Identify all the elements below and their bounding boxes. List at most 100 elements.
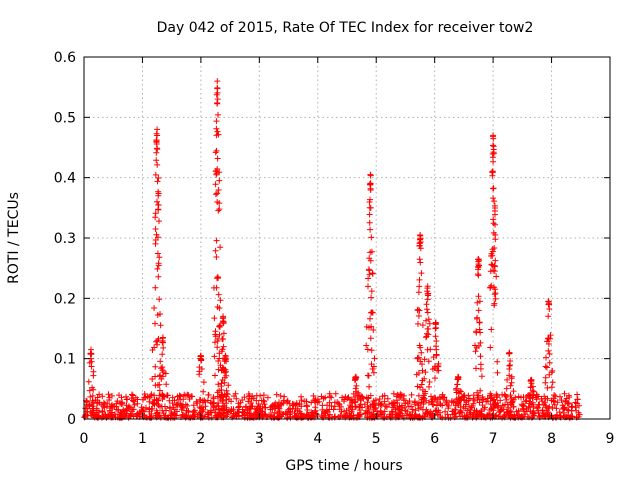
- data-point: [362, 410, 369, 417]
- data-point: [89, 384, 96, 391]
- data-point: [108, 411, 115, 418]
- data-point: [124, 396, 131, 403]
- data-point: [535, 404, 542, 411]
- data-point: [367, 226, 374, 233]
- data-point: [154, 341, 161, 348]
- data-point: [393, 411, 400, 418]
- data-point: [211, 399, 217, 406]
- data-point: [258, 408, 264, 415]
- data-point: [422, 388, 429, 395]
- data-point: [116, 411, 123, 418]
- data-point: [312, 396, 319, 403]
- data-point: [213, 402, 220, 409]
- data-point: [214, 190, 221, 197]
- data-point: [275, 404, 282, 411]
- data-point: [429, 398, 436, 405]
- data-point: [544, 384, 551, 391]
- data-point: [160, 369, 167, 376]
- data-point: [433, 338, 440, 344]
- data-point: [151, 305, 158, 311]
- data-point: [415, 306, 421, 313]
- data-point: [432, 408, 439, 415]
- data-point: [216, 206, 223, 213]
- data-point: [198, 357, 205, 363]
- data-point: [217, 297, 224, 304]
- data-point: [408, 391, 415, 398]
- data-point: [549, 367, 556, 374]
- data-point: [476, 326, 483, 333]
- data-point: [359, 404, 366, 411]
- data-point: [476, 257, 482, 264]
- data-point: [439, 414, 446, 421]
- data-point: [551, 401, 558, 408]
- data-point: [489, 248, 496, 255]
- data-point: [380, 414, 387, 421]
- data-point: [405, 403, 412, 410]
- data-point: [84, 398, 90, 405]
- data-point: [214, 100, 221, 107]
- data-point: [474, 389, 481, 396]
- data-point: [487, 344, 494, 351]
- data-point: [492, 295, 499, 302]
- data-point: [95, 409, 102, 416]
- data-point: [237, 399, 244, 406]
- data-point: [216, 305, 223, 312]
- data-point: [536, 401, 543, 408]
- data-point: [415, 313, 422, 319]
- data-point: [155, 175, 162, 181]
- data-point: [154, 132, 161, 139]
- data-point: [154, 250, 161, 257]
- data-point: [475, 272, 482, 279]
- data-point: [489, 169, 495, 175]
- data-point: [545, 298, 552, 305]
- data-point: [508, 409, 515, 416]
- data-point: [364, 403, 371, 410]
- data-point: [418, 349, 425, 356]
- data-point: [86, 402, 93, 409]
- data-point: [542, 374, 549, 381]
- data-point: [212, 149, 219, 156]
- data-point: [214, 89, 221, 96]
- data-point: [491, 262, 498, 269]
- data-point: [198, 366, 205, 372]
- data-point: [185, 409, 192, 416]
- data-point: [106, 397, 113, 403]
- data-point: [200, 379, 207, 386]
- data-point: [228, 407, 235, 414]
- data-point: [134, 400, 141, 407]
- data-point: [367, 335, 374, 342]
- data-point: [364, 346, 371, 353]
- data-point: [371, 355, 378, 362]
- data-point: [366, 324, 372, 331]
- data-point: [425, 358, 432, 365]
- data-point: [527, 408, 534, 415]
- data-point: [556, 409, 563, 416]
- data-point: [152, 284, 159, 291]
- data-point: [489, 151, 496, 157]
- data-point: [215, 381, 222, 388]
- data-point: [147, 392, 154, 399]
- data-point: [92, 397, 99, 403]
- data-point: [455, 400, 462, 407]
- data-point: [220, 320, 227, 327]
- data-point: [271, 401, 278, 408]
- data-point: [492, 211, 498, 218]
- data-point: [407, 414, 414, 421]
- data-point: [465, 392, 472, 399]
- data-point: [321, 408, 327, 415]
- x-tick-label: 8: [547, 431, 556, 447]
- data-point: [88, 351, 95, 357]
- data-point: [386, 401, 393, 408]
- data-point: [176, 392, 183, 399]
- data-point: [507, 382, 514, 389]
- data-point: [549, 379, 556, 386]
- data-point: [492, 257, 499, 264]
- data-point: [368, 347, 375, 354]
- data-point: [488, 326, 495, 333]
- data-point: [435, 396, 441, 403]
- data-point: [152, 363, 159, 370]
- data-point: [366, 383, 373, 390]
- data-point: [397, 391, 404, 398]
- data-point: [379, 393, 386, 400]
- data-point: [216, 355, 223, 362]
